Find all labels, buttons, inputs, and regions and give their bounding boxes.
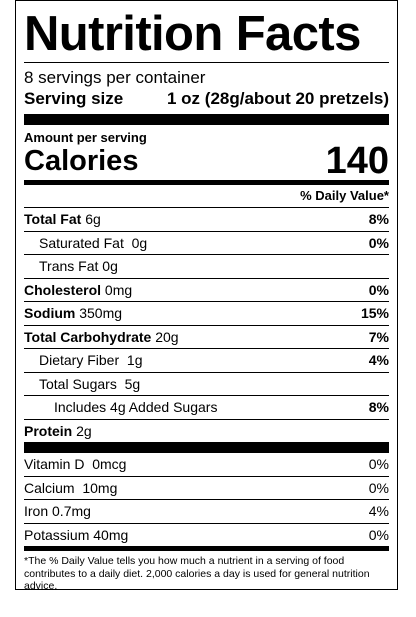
serving-size-value: 1 oz (28g/about 20 pretzels) xyxy=(167,89,389,108)
nutrient-amount: 5g xyxy=(124,375,141,392)
nutrient-amount: 6g xyxy=(85,211,101,228)
nutrient-name: Protein xyxy=(24,422,73,439)
nutrient-name: Trans Fat xyxy=(39,258,99,275)
nutrient-dv: 15% xyxy=(360,305,389,322)
calories-value: 140 xyxy=(325,140,389,182)
vitamin-name: Iron xyxy=(24,503,49,520)
nutrient-name: Includes 4g Added Sugars xyxy=(54,399,218,416)
nutrient-row-total-fat: Total Fat 6g 8% xyxy=(24,207,389,231)
nutrient-dv: 7% xyxy=(368,328,389,345)
nutrient-row-dietary-fiber: Dietary Fiber 1g 4% xyxy=(24,348,389,372)
amount-per-serving: Amount per serving xyxy=(24,130,147,145)
vitamin-row-calcium: Calcium 10mg 0% xyxy=(24,475,389,500)
nutrient-name: Total Carbohydrate xyxy=(24,328,152,345)
vitamin-name: Potassium xyxy=(24,526,90,543)
serving-divider xyxy=(24,114,389,125)
nutrient-row-added-sugars: Includes 4g Added Sugars 8% xyxy=(24,395,389,419)
calories-divider xyxy=(24,180,389,185)
nutrient-row-saturated-fat: Saturated Fat 0g 0% xyxy=(24,230,389,255)
nutrient-name: Total Fat xyxy=(24,211,82,228)
nutrient-name: Dietary Fiber xyxy=(39,352,120,369)
nutrient-name: Total Sugars xyxy=(39,375,117,392)
nutrient-dv: 0% xyxy=(368,234,389,251)
nutrient-amount: 20g xyxy=(155,328,179,345)
nutrient-name: Cholesterol xyxy=(24,281,102,298)
calories-label: Calories xyxy=(24,145,139,177)
vitamin-name: Vitamin D xyxy=(24,456,85,473)
vitamin-row-iron: Iron 0.7mg 4% xyxy=(24,499,389,523)
vitamin-dv: 0% xyxy=(368,479,389,496)
daily-value-footnote: *The % Daily Value tells you how much a … xyxy=(24,555,370,592)
nutrient-row-sodium: Sodium 350mg 15% xyxy=(24,301,389,325)
servings-per-container: 8 servings per container xyxy=(24,68,206,87)
vitamin-amount: 0.7mg xyxy=(52,503,91,520)
vitamin-name: Calcium xyxy=(24,479,75,496)
footnote-divider xyxy=(24,546,389,551)
label-title: Nutrition Facts xyxy=(24,7,361,61)
nutrient-name: Sodium xyxy=(24,305,76,322)
vitamin-row-potassium: Potassium 40mg 0% xyxy=(24,522,389,547)
nutrient-amount: 2g xyxy=(76,422,92,439)
vitamin-dv: 4% xyxy=(368,503,389,520)
nutrient-name: Saturated Fat xyxy=(39,234,124,251)
nutrient-dv: 8% xyxy=(368,399,389,416)
vitamin-row-vitamin-d: Vitamin D 0mcg 0% xyxy=(24,453,389,476)
nutrition-facts-label: Nutrition Facts 8 servings per container… xyxy=(15,0,398,592)
serving-size-row: Serving size 1 oz (28g/about 20 pretzels… xyxy=(24,88,389,114)
vitamin-amount: 40mg xyxy=(93,526,129,543)
nutrient-row-total-carbohydrate: Total Carbohydrate 20g 7% xyxy=(24,324,389,349)
nutrient-amount: 0g xyxy=(131,234,148,251)
nutrient-amount: 0g xyxy=(102,258,118,275)
calories-row: Calories 140 xyxy=(24,140,389,182)
title-divider xyxy=(24,62,389,63)
nutrient-row-total-sugars: Total Sugars 5g xyxy=(24,371,389,396)
vitamin-amount: 10mg xyxy=(82,479,118,496)
nutrient-amount: 350mg xyxy=(79,305,123,322)
nutrient-amount: 1g xyxy=(126,352,143,369)
vitamin-dv: 0% xyxy=(368,456,389,473)
nutrient-dv: 0% xyxy=(368,281,389,298)
nutrient-dv: 4% xyxy=(368,352,389,369)
nutrient-row-trans-fat: Trans Fat 0g xyxy=(24,254,389,278)
nutrient-amount: 0mg xyxy=(104,281,133,298)
vitamins-divider xyxy=(24,442,389,453)
nutrient-row-protein: Protein 2g xyxy=(24,418,389,443)
vitamin-amount: 0mcg xyxy=(92,456,127,473)
daily-value-header: % Daily Value* xyxy=(300,188,389,203)
vitamin-dv: 0% xyxy=(368,526,389,543)
serving-size-label: Serving size xyxy=(24,89,124,108)
nutrient-row-cholesterol: Cholesterol 0mg 0% xyxy=(24,277,389,302)
nutrient-dv: 8% xyxy=(368,211,389,228)
